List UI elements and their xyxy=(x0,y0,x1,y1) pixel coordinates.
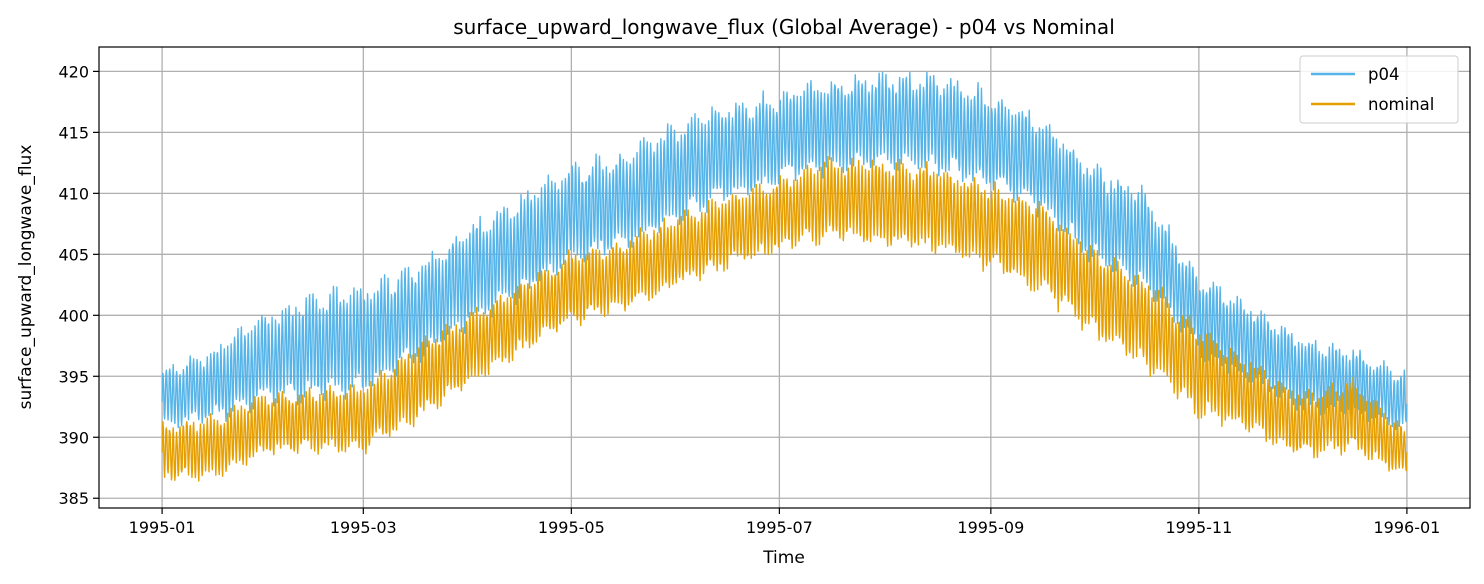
y-axis-label: surface_upward_longwave_flux xyxy=(16,145,36,410)
legend: p04 nominal xyxy=(1299,55,1459,124)
x-tick-label: 1995-09 xyxy=(957,518,1024,537)
y-tick-label: 405 xyxy=(58,245,89,264)
y-tick-label: 395 xyxy=(58,367,89,386)
x-tick-label: 1995-05 xyxy=(538,518,605,537)
y-tick-label: 415 xyxy=(58,123,89,142)
x-tick-label: 1995-11 xyxy=(1165,518,1232,537)
y-tick-label: 385 xyxy=(58,489,89,508)
plot-frame xyxy=(98,46,1471,509)
y-tick-label: 420 xyxy=(58,62,89,81)
x-tick-label: 1996-01 xyxy=(1373,518,1440,537)
y-tick-label: 410 xyxy=(58,184,89,203)
x-tick-label: 1995-01 xyxy=(129,518,196,537)
legend-label-p04: p04 xyxy=(1368,65,1399,84)
series-line-p04 xyxy=(161,71,1408,431)
x-tick-label: 1995-03 xyxy=(330,518,397,537)
x-axis-label: Time xyxy=(762,548,805,568)
x-tick-label: 1995-07 xyxy=(746,518,813,537)
chart-title: surface_upward_longwave_flux (Global Ave… xyxy=(453,15,1115,39)
y-tick-label: 390 xyxy=(58,428,89,447)
legend-label-nominal: nominal xyxy=(1368,95,1434,114)
series-line-nominal xyxy=(161,156,1408,482)
axis-ticks: 1995-01 1995-03 1995-05 1995-07 1995-09 1995-… xyxy=(58,62,1440,537)
y-tick-label: 400 xyxy=(58,306,89,325)
series-layer xyxy=(161,71,1408,482)
